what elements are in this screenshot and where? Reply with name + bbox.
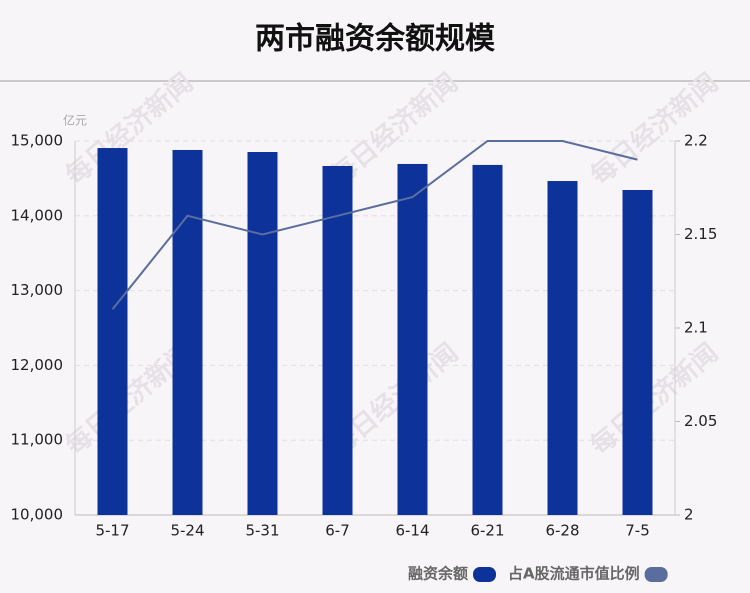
bar xyxy=(472,164,503,515)
chart-title: 两市融资余额规模 xyxy=(255,22,495,57)
x-tick-label: 6-21 xyxy=(470,522,504,540)
legend-label: 融资余额 xyxy=(408,565,468,583)
x-tick-label: 6-14 xyxy=(395,522,429,540)
legend-swatch xyxy=(644,567,668,582)
y-tick-label: 12,000 xyxy=(11,356,64,374)
bar xyxy=(322,165,353,515)
watermark: 每日经济新闻 xyxy=(585,337,724,461)
y-tick-label: 11,000 xyxy=(11,431,64,449)
x-tick-label: 6-28 xyxy=(545,522,579,540)
y2-tick-label: 2.2 xyxy=(684,132,708,150)
bar xyxy=(97,148,128,516)
x-tick-label: 5-17 xyxy=(95,522,129,540)
legend-label: 占A股流通市值比例 xyxy=(508,565,640,583)
bar xyxy=(547,181,578,515)
bar xyxy=(247,151,278,515)
y2-tick-label: 2 xyxy=(684,506,694,524)
x-tick-label: 6-7 xyxy=(325,522,350,540)
line xyxy=(111,140,638,310)
legend-swatch xyxy=(473,567,497,582)
y2-tick-label: 2.05 xyxy=(684,412,717,430)
watermark: 每日经济新闻 xyxy=(585,67,724,191)
unit-label: 亿元 xyxy=(63,113,87,128)
x-tick-label: 5-31 xyxy=(245,522,279,540)
y-tick-label: 13,000 xyxy=(11,281,64,299)
x-tick-label: 7-5 xyxy=(625,522,650,540)
x-tick-label: 5-24 xyxy=(170,522,204,540)
bar xyxy=(397,163,428,515)
bar xyxy=(172,149,203,515)
bar xyxy=(622,189,653,515)
y2-tick-label: 2.1 xyxy=(684,319,708,337)
y2-tick-label: 2.15 xyxy=(684,225,717,243)
y-tick-label: 10,000 xyxy=(11,506,64,524)
y-tick-label: 14,000 xyxy=(11,206,64,224)
y-tick-label: 15,000 xyxy=(11,132,64,150)
